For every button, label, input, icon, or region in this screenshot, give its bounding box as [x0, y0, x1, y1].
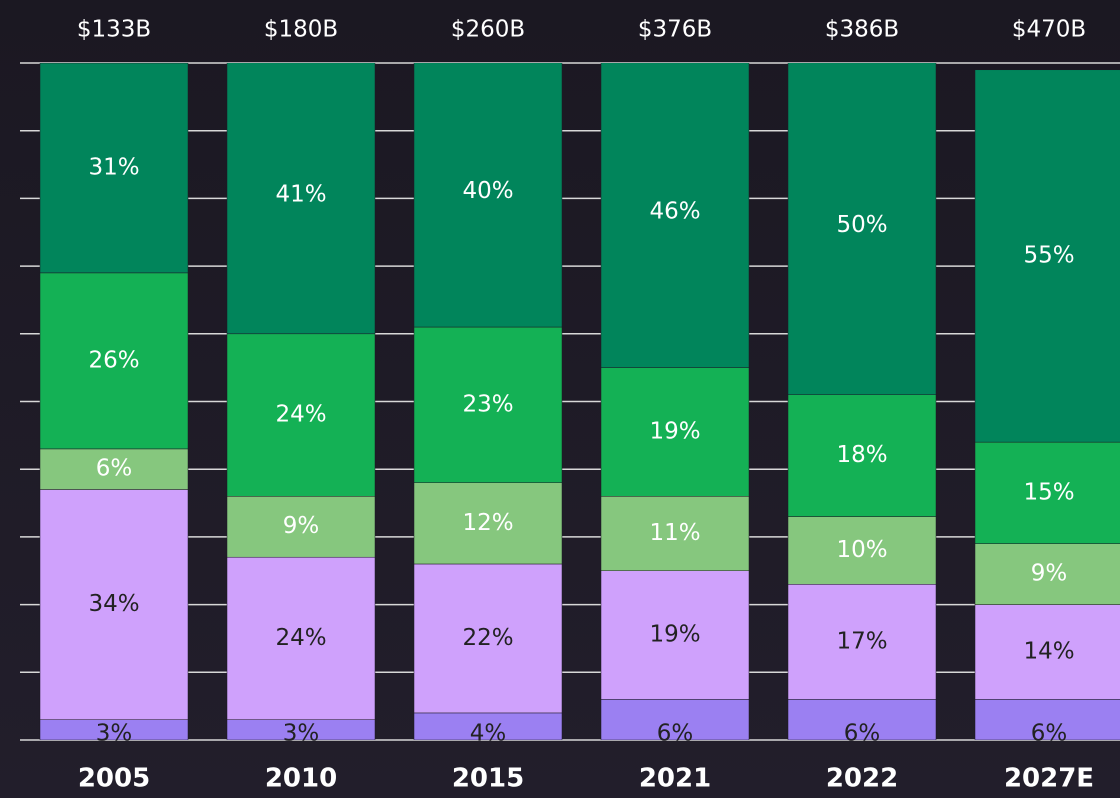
bar-segment [787, 516, 937, 585]
bar-segment [787, 699, 937, 740]
bar-segment [974, 543, 1120, 605]
segment-label: 6% [844, 721, 881, 747]
total-label: $376B [638, 17, 712, 43]
segment-label: 12% [462, 510, 513, 536]
segment-label: 3% [283, 721, 320, 747]
grid [20, 62, 1120, 741]
segment-label: 24% [275, 402, 326, 428]
segment-label: 22% [462, 625, 513, 651]
x-tick-label: 2021 [639, 764, 711, 794]
bar-segment [600, 570, 750, 700]
bar-segment [413, 712, 563, 740]
segment-label: 26% [88, 347, 139, 373]
bar-segment [226, 496, 376, 558]
segment-label: 6% [96, 456, 133, 482]
segment-label: 6% [1031, 721, 1068, 747]
bar-segment [226, 333, 376, 497]
segment-label: 23% [462, 391, 513, 417]
segment-label: 19% [649, 622, 700, 648]
total-label: $470B [1012, 17, 1086, 43]
segment-label: 9% [1031, 561, 1068, 587]
segment-label: 9% [283, 513, 320, 539]
total-label: $133B [77, 17, 151, 43]
segment-label: 55% [1023, 242, 1074, 268]
labels: 3% 34% 6% 26% 31% $133B 2005 3% 24% 9% 24% 41% $180B… [77, 17, 1094, 794]
x-tick-label: 2015 [452, 764, 524, 794]
segment-label: 40% [462, 178, 513, 204]
segment-label: 17% [836, 628, 887, 654]
bar-segment [39, 489, 189, 720]
segment-label: 50% [836, 212, 887, 238]
bar-segment [600, 496, 750, 571]
segment-label: 3% [96, 721, 133, 747]
bar-segment [974, 699, 1120, 740]
bar-segment [787, 394, 937, 517]
bar-segment [787, 63, 937, 395]
segment-label: 14% [1023, 638, 1074, 664]
x-tick-label: 2027E [1004, 764, 1094, 794]
bar-segment [39, 63, 189, 274]
bar-segment [226, 63, 376, 335]
segment-label: 18% [836, 442, 887, 468]
bar-segment [974, 441, 1120, 544]
bar-segment [413, 563, 563, 714]
segment-label: 24% [275, 625, 326, 651]
bars [39, 63, 1120, 740]
segment-label: 31% [88, 154, 139, 180]
bar-segment [413, 482, 563, 565]
total-label: $386B [825, 17, 899, 43]
bar-segment [600, 63, 750, 368]
segment-label: 15% [1023, 479, 1074, 505]
bar-segment [974, 69, 1120, 443]
bar-segment [226, 556, 376, 720]
bar-segment [39, 448, 189, 490]
segment-label: 10% [836, 537, 887, 563]
segment-label: 19% [649, 418, 700, 444]
segment-label: 46% [649, 198, 700, 224]
segment-label: 41% [275, 182, 326, 208]
x-tick-label: 2005 [78, 764, 150, 794]
segment-label: 11% [649, 520, 700, 546]
bar-segment [600, 367, 750, 497]
bar-segment [600, 699, 750, 740]
bar-segment [787, 584, 937, 700]
x-tick-label: 2010 [265, 764, 337, 794]
segment-label: 34% [88, 591, 139, 617]
total-label: $180B [264, 17, 338, 43]
x-tick-label: 2022 [826, 764, 898, 794]
total-label: $260B [451, 17, 525, 43]
bar-segment [974, 604, 1120, 700]
segment-label: 6% [657, 721, 694, 747]
segment-label: 4% [470, 721, 507, 747]
bar-segment [413, 63, 563, 328]
bar-segment [39, 272, 189, 450]
